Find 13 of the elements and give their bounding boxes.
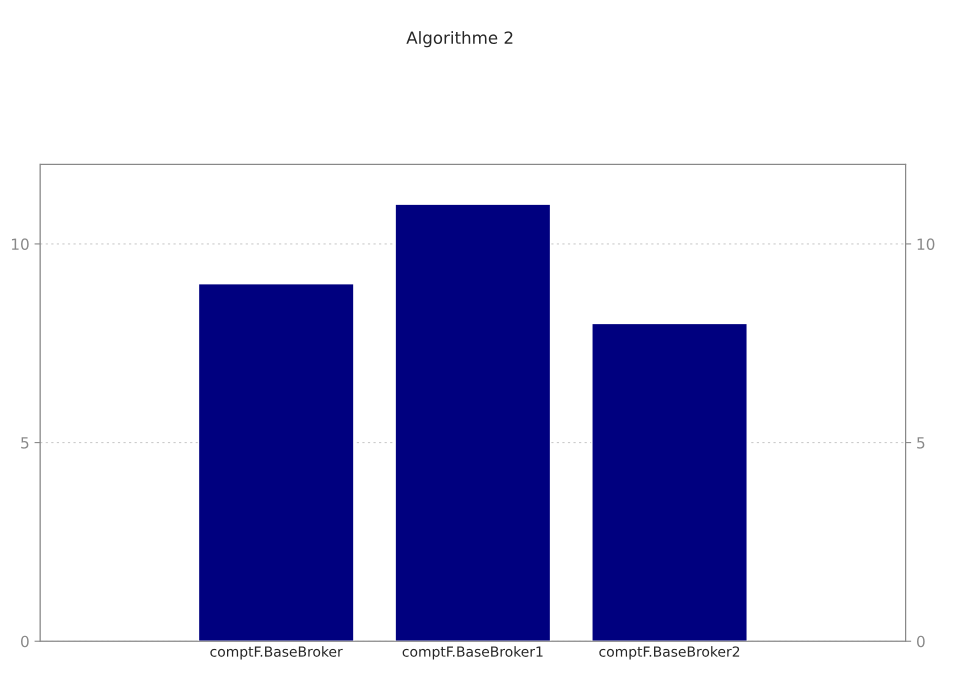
bar bbox=[198, 282, 355, 642]
y2-tick-label: 5 bbox=[917, 437, 924, 449]
y2-tick-label: 10 bbox=[918, 238, 934, 250]
bar bbox=[591, 322, 748, 642]
y-tick-label: 5 bbox=[21, 437, 28, 449]
y-tick-label: 0 bbox=[21, 636, 29, 648]
x-tick-label: comptF.BaseBroker bbox=[210, 646, 343, 660]
chart-title: Algorithme 2 bbox=[406, 31, 512, 48]
bar bbox=[394, 203, 552, 642]
y2-tick-label: 0 bbox=[917, 636, 925, 648]
y-tick-label: 10 bbox=[12, 238, 29, 250]
x-tick-label: comptF.BaseBroker1 bbox=[402, 646, 543, 660]
x-tick-label: comptF.BaseBroker2 bbox=[599, 646, 740, 660]
